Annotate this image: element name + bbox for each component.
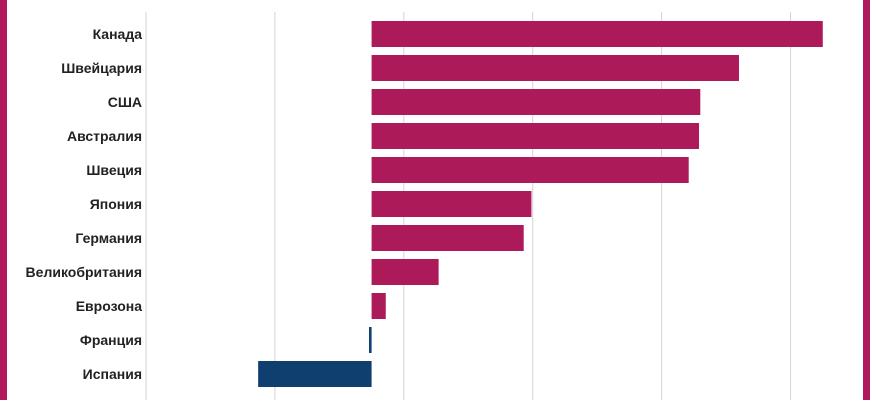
bar	[371, 55, 739, 81]
bars	[258, 21, 823, 387]
category-label: Австралия	[67, 128, 142, 144]
category-label: США	[108, 94, 142, 110]
bar	[371, 157, 689, 183]
bar	[371, 225, 524, 251]
frame-border-left	[0, 0, 7, 400]
category-label: Франция	[80, 332, 142, 348]
bar	[371, 259, 439, 285]
category-label: Испания	[83, 366, 142, 382]
category-label: Швейцария	[61, 60, 142, 76]
category-label: Германия	[75, 230, 142, 246]
category-label: Швеция	[86, 162, 142, 178]
bar	[371, 21, 823, 47]
bar	[371, 89, 701, 115]
bar	[371, 191, 532, 217]
bar	[371, 293, 386, 319]
bar	[258, 361, 372, 387]
category-label: Япония	[90, 196, 142, 212]
category-label: Великобритания	[26, 264, 142, 280]
frame-border-right	[863, 0, 870, 400]
category-labels: Канада Швейцария США Австралия Швеция Япония Г…	[26, 26, 143, 382]
bar	[369, 327, 372, 353]
bar	[371, 123, 700, 149]
category-label: Канада	[93, 26, 143, 42]
category-label: Еврозона	[76, 298, 142, 314]
